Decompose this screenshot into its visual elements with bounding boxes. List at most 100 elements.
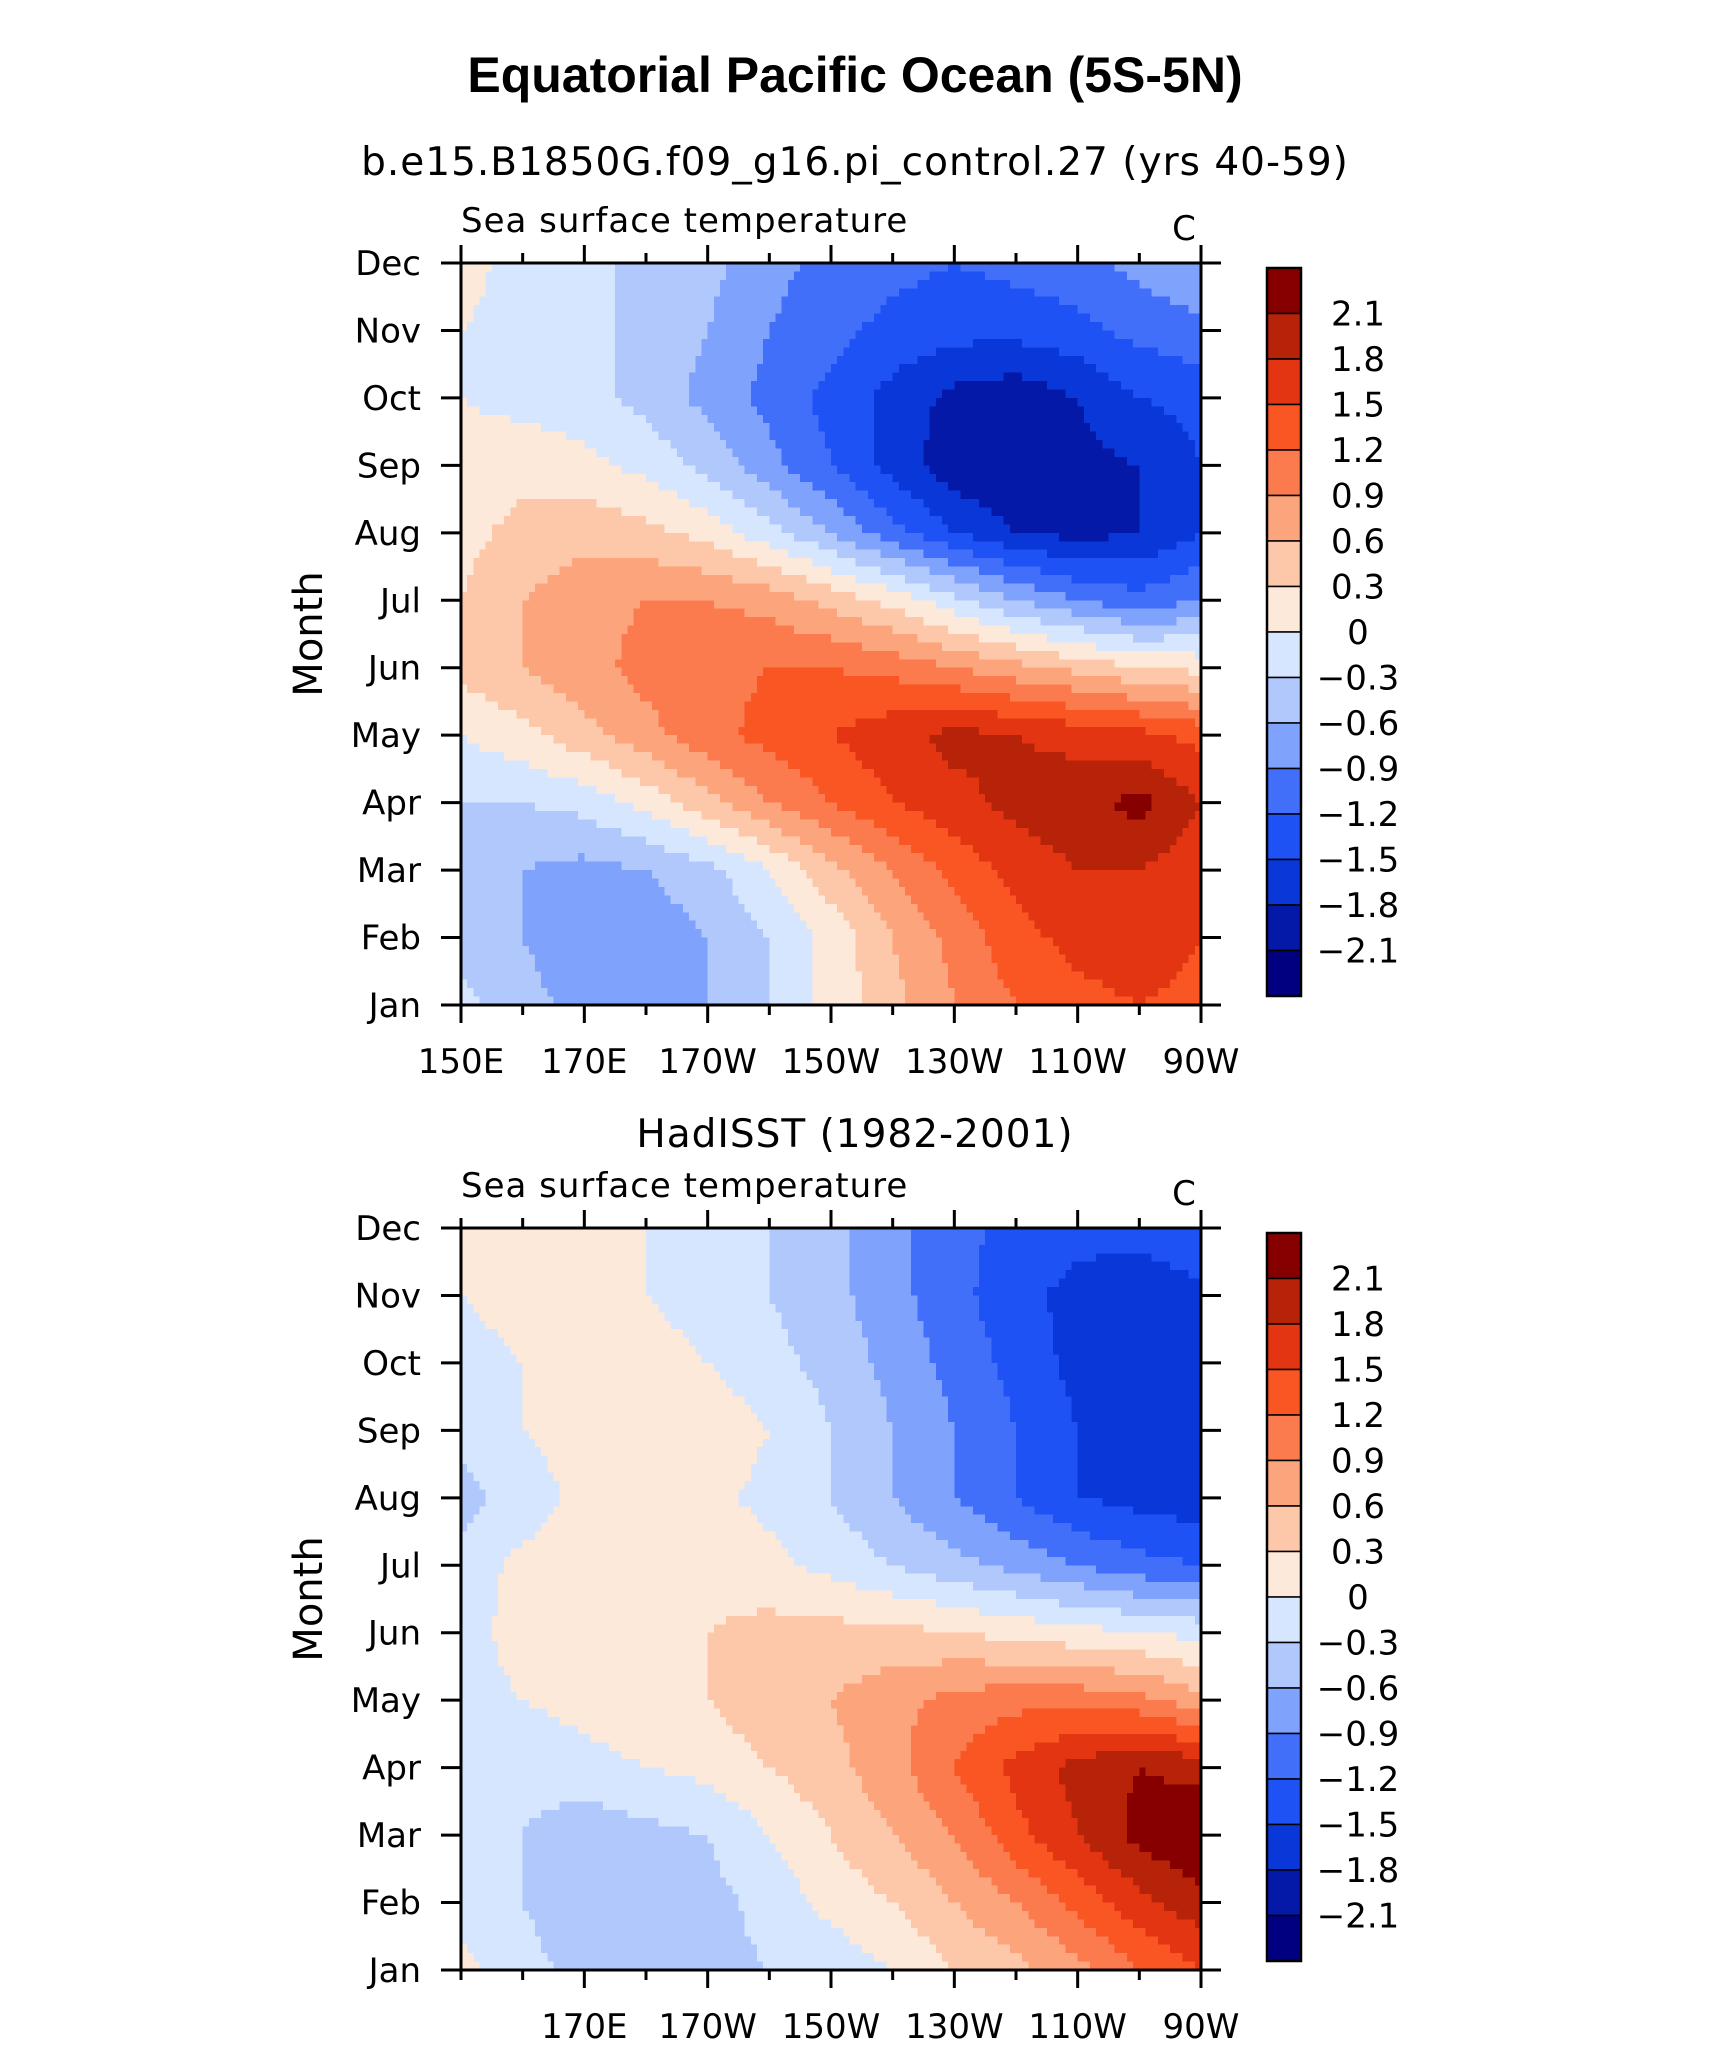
contour-cell: [1034, 448, 1042, 458]
contour-cell: [578, 271, 585, 281]
contour-cell: [1090, 414, 1097, 424]
contour-cell: [1065, 406, 1073, 416]
contour-cell: [757, 499, 764, 509]
contour-cell: [615, 288, 622, 298]
contour-cell: [1114, 389, 1122, 399]
contour-cell: [732, 279, 740, 289]
contour-cell: [670, 549, 678, 559]
contour-cell: [485, 271, 493, 281]
contour-cell: [1188, 549, 1196, 559]
contour-cell: [1170, 389, 1177, 399]
contour-cell: [960, 364, 968, 374]
contour-cell: [713, 381, 721, 391]
contour-cell: [522, 600, 530, 610]
contour-cell: [584, 406, 592, 416]
contour-cell: [535, 305, 542, 315]
contour-cell: [855, 355, 863, 365]
contour-cell: [738, 305, 746, 315]
contour-cell: [726, 414, 733, 424]
contour-cell: [559, 271, 567, 281]
contour-cell: [911, 532, 918, 542]
contour-cell: [997, 372, 1005, 382]
contour-cell: [602, 515, 610, 525]
contour-cell: [1022, 431, 1029, 441]
contour-cell: [812, 482, 820, 492]
contour-cell: [1145, 507, 1153, 517]
contour-cell: [843, 490, 851, 500]
contour-cell: [966, 364, 974, 374]
contour-cell: [683, 423, 690, 433]
contour-cell: [991, 322, 999, 332]
contour-cell: [1028, 322, 1036, 332]
contour-cell: [1053, 263, 1060, 273]
contour-cell: [824, 608, 832, 618]
contour-cell: [942, 330, 949, 340]
contour-cell: [979, 566, 986, 576]
contour-cell: [1040, 330, 1048, 340]
contour-cell: [652, 431, 659, 441]
contour-cell: [1120, 305, 1128, 315]
contour-cell: [652, 515, 659, 525]
contour-cell: [473, 355, 481, 365]
contour-cell: [627, 608, 635, 618]
contour-cell: [658, 330, 666, 340]
contour-cell: [596, 296, 604, 306]
contour-cell: [744, 566, 752, 576]
contour-cell: [781, 355, 789, 365]
contour-cell: [738, 347, 746, 357]
contour-cell: [1182, 330, 1190, 340]
contour-cell: [800, 279, 807, 289]
contour-cell: [1065, 305, 1073, 315]
contour-cell: [584, 574, 592, 585]
contour-cell: [763, 507, 770, 517]
contour-cell: [868, 322, 875, 332]
contour-cell: [1077, 406, 1085, 416]
contour-cell: [701, 372, 709, 382]
contour-cell: [1145, 355, 1153, 365]
contour-cell: [590, 440, 598, 450]
contour-cell: [954, 591, 962, 601]
contour-cell: [972, 524, 980, 534]
contour-cell: [849, 414, 857, 424]
contour-cell: [535, 490, 542, 500]
contour-cell: [559, 515, 567, 525]
contour-cell: [849, 608, 857, 618]
contour-cell: [1065, 440, 1073, 450]
contour-cell: [831, 355, 838, 365]
contour-cell: [572, 499, 579, 509]
contour-cell: [855, 338, 863, 348]
contour-cell: [966, 473, 974, 483]
contour-cell: [1065, 389, 1073, 399]
contour-cell: [1188, 558, 1196, 568]
contour-cell: [621, 456, 629, 466]
contour-cell: [578, 279, 585, 289]
contour-cell: [726, 271, 733, 281]
contour-cell: [1145, 397, 1153, 407]
contour-cell: [479, 465, 487, 475]
contour-cell: [609, 440, 616, 450]
contour-cell: [892, 330, 900, 340]
contour-cell: [485, 591, 493, 601]
contour-cell: [843, 305, 851, 315]
contour-cell: [1164, 507, 1171, 517]
contour-cell: [824, 482, 832, 492]
contour-cell: [578, 381, 585, 391]
contour-cell: [1003, 330, 1011, 340]
contour-cell: [491, 507, 499, 517]
contour-cell: [485, 296, 493, 306]
contour-cell: [880, 406, 888, 416]
contour-cell: [781, 456, 789, 466]
contour-cell: [498, 515, 505, 525]
contour-cell: [1065, 296, 1073, 306]
contour-cell: [966, 600, 974, 610]
contour-cell: [695, 279, 703, 289]
contour-cell: [997, 423, 1005, 433]
contour-cell: [1114, 397, 1122, 407]
contour-cell: [769, 515, 777, 525]
contour-cell: [1145, 313, 1153, 323]
contour-cell: [794, 364, 801, 374]
contour-cell: [1040, 322, 1048, 332]
contour-cell: [917, 490, 925, 500]
contour-cell: [1108, 347, 1116, 357]
contour-cell: [880, 423, 888, 433]
